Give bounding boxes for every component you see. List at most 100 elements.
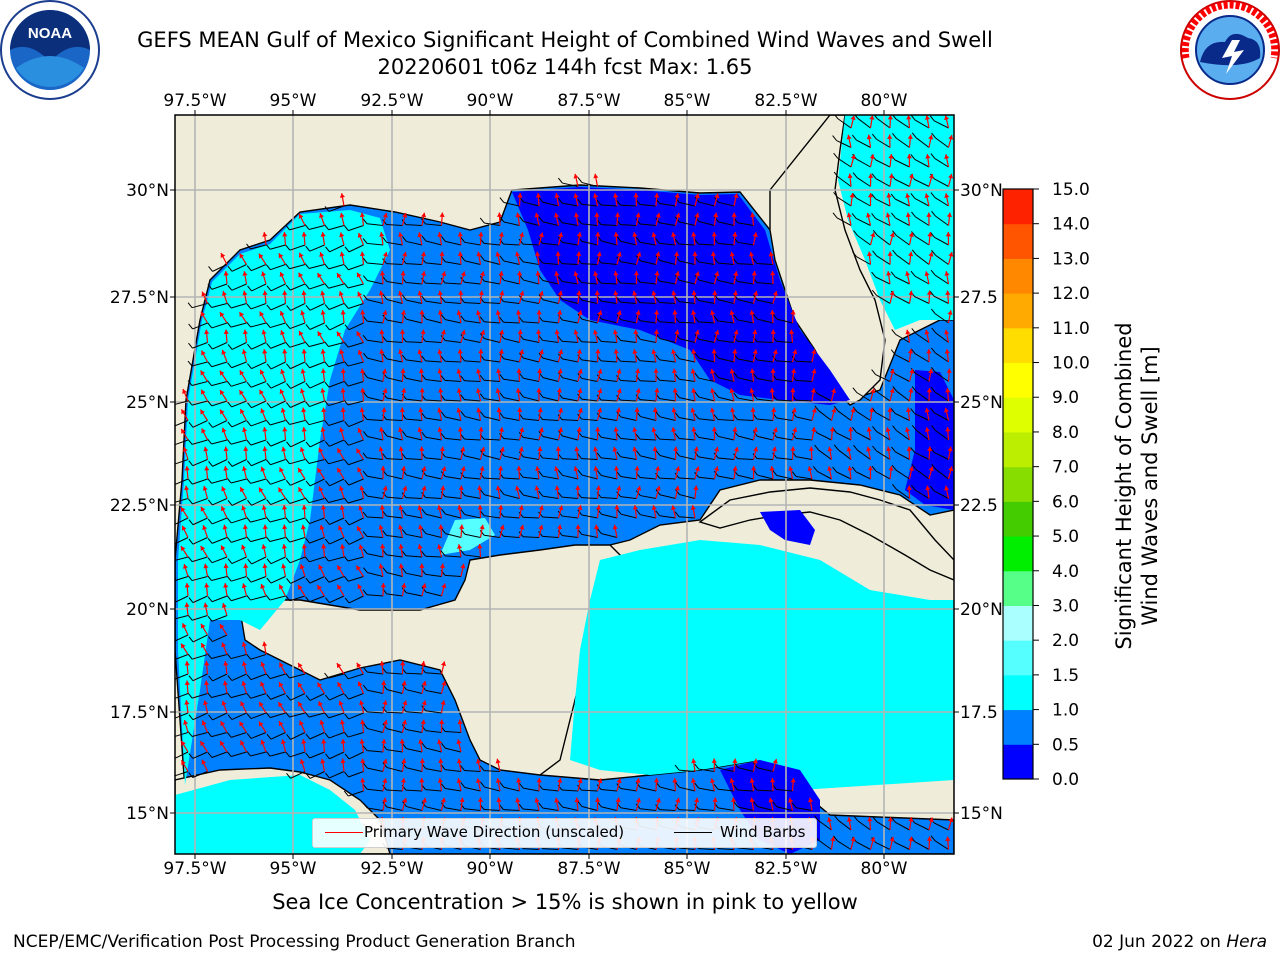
wind-barb-flag xyxy=(635,509,641,515)
wind-barb xyxy=(464,281,481,285)
wave-arrow-head xyxy=(613,193,619,198)
wind-barb xyxy=(795,399,813,402)
wave-arrow-head xyxy=(752,427,758,433)
wind-barb xyxy=(367,280,384,285)
wind-barb xyxy=(542,357,559,363)
wind-barb xyxy=(328,732,345,739)
wind-barb xyxy=(915,429,930,441)
wave-arrow-head xyxy=(710,251,717,257)
wind-barb-flag xyxy=(382,706,387,713)
wind-barb xyxy=(875,470,891,480)
wave-arrow-head xyxy=(201,291,207,297)
wind-barb-flag xyxy=(362,548,368,555)
wind-barb xyxy=(581,435,598,441)
wind-barb-flag xyxy=(616,375,621,381)
wind-barb xyxy=(192,615,208,621)
wind-barb xyxy=(620,416,637,421)
wave-arrow-head xyxy=(887,817,893,822)
wave-arrow-head xyxy=(710,407,716,413)
wind-barb xyxy=(698,787,715,792)
wind-barb xyxy=(212,264,228,272)
lon-ticks-bottom: 97.5°W 95°W 92.5°W 90°W 87.5°W 85°W 82.5°W 80°W xyxy=(163,854,908,879)
wind-barb xyxy=(523,221,540,226)
wind-barb xyxy=(483,477,501,480)
wave-arrow-head xyxy=(948,251,954,257)
wind-barb xyxy=(915,372,930,382)
wave-arrow-head xyxy=(241,544,246,550)
wave-arrow-head xyxy=(420,719,426,725)
wind-barb-flag xyxy=(694,316,699,323)
wind-barb xyxy=(640,281,657,285)
wind-barb xyxy=(914,413,930,421)
wave-arrow-head xyxy=(298,272,303,278)
wind-barb xyxy=(776,436,793,441)
wind-barb xyxy=(464,514,481,519)
wind-barb xyxy=(698,768,715,772)
wave-arrow-head xyxy=(180,507,186,513)
wave-arrow-head xyxy=(438,758,444,764)
wind-barb xyxy=(581,789,598,792)
wind-barb-flag xyxy=(266,577,272,584)
wind-barb-flag xyxy=(304,283,310,290)
wave-arrow-head xyxy=(651,349,657,355)
wind-barb xyxy=(309,361,325,369)
wave-arrow-head xyxy=(240,409,245,415)
wind-barb xyxy=(425,318,442,324)
wave-arrow-head xyxy=(613,232,619,237)
wave-arrow-head xyxy=(536,778,542,783)
wave-arrow-head xyxy=(223,446,229,452)
wind-barb xyxy=(640,260,657,265)
wind-barb xyxy=(757,282,774,285)
wave-arrow-head xyxy=(261,329,267,335)
wind-barb xyxy=(289,459,306,465)
wave-arrow-head xyxy=(749,778,755,783)
wind-barb xyxy=(601,513,618,519)
wave-arrow-head xyxy=(635,778,641,783)
wave-arrow-head xyxy=(382,778,388,784)
wind-barb xyxy=(425,555,442,558)
wave-arrow-head xyxy=(597,368,603,374)
wind-barb xyxy=(367,299,384,304)
wind-barb xyxy=(329,517,345,525)
wave-arrow-head xyxy=(694,212,700,218)
wind-barb-flag xyxy=(596,452,602,459)
wind-barb xyxy=(561,789,579,792)
wave-arrow-head xyxy=(636,251,642,257)
wave-arrow-head xyxy=(498,349,504,354)
wave-arrow-head xyxy=(535,251,541,257)
wind-barb xyxy=(659,301,676,304)
wave-arrow-head xyxy=(671,349,677,355)
wind-barb-flag xyxy=(674,238,680,245)
wave-arrow-head xyxy=(908,173,915,179)
wind-barb xyxy=(737,847,754,850)
wind-barb xyxy=(796,416,813,421)
wave-arrow-head xyxy=(593,446,599,452)
wind-barb-flag xyxy=(890,193,896,200)
wave-arrow-head xyxy=(460,446,466,452)
wave-arrow-head xyxy=(577,310,583,316)
wave-arrow-head xyxy=(181,760,186,766)
wind-barb xyxy=(192,634,208,643)
wind-barb-flag xyxy=(440,355,446,362)
wind-barb xyxy=(348,439,364,446)
wind-barb xyxy=(211,615,228,622)
wind-barb xyxy=(445,533,462,538)
wind-barb xyxy=(894,159,910,168)
wave-arrow-head xyxy=(671,427,677,432)
wind-barb xyxy=(406,377,423,382)
wind-barb-flag xyxy=(265,459,271,466)
wave-arrow-head xyxy=(924,115,930,120)
lon-tick-label-bottom: 82.5°W xyxy=(754,859,817,879)
wave-arrow-head xyxy=(321,407,327,413)
wave-arrow-head xyxy=(613,290,619,296)
wave-arrow-head xyxy=(437,290,443,296)
wind-barb-flag xyxy=(187,575,193,581)
wind-barb-flag xyxy=(208,343,213,350)
wave-arrow-head xyxy=(870,388,876,394)
wave-arrow-head xyxy=(498,505,504,510)
wind-barb xyxy=(230,693,247,699)
wind-barb xyxy=(698,396,715,402)
wind-barb xyxy=(894,178,910,187)
wave-arrow-head xyxy=(944,407,950,413)
wind-barb xyxy=(915,489,930,499)
